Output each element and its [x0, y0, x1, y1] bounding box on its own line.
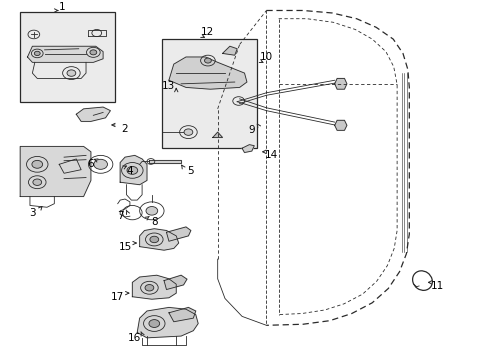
Text: 5: 5: [187, 166, 194, 176]
Text: 8: 8: [151, 217, 157, 226]
Circle shape: [67, 70, 76, 76]
Polygon shape: [140, 229, 178, 250]
Circle shape: [145, 284, 154, 291]
Circle shape: [150, 236, 158, 243]
Polygon shape: [27, 46, 103, 62]
Bar: [161, 39, 256, 148]
Text: 9: 9: [248, 125, 255, 135]
Circle shape: [204, 58, 211, 63]
Polygon shape: [334, 120, 346, 130]
Polygon shape: [222, 46, 237, 55]
Polygon shape: [334, 78, 346, 89]
Polygon shape: [163, 275, 186, 289]
Polygon shape: [149, 160, 181, 163]
Circle shape: [32, 161, 42, 168]
Text: 16: 16: [128, 333, 141, 343]
Polygon shape: [120, 156, 147, 185]
Polygon shape: [212, 132, 222, 138]
Polygon shape: [76, 107, 110, 121]
Polygon shape: [137, 307, 198, 338]
Text: 1: 1: [58, 2, 65, 12]
Polygon shape: [242, 145, 254, 153]
Text: 4: 4: [126, 166, 133, 176]
Text: 12: 12: [201, 27, 214, 37]
Circle shape: [94, 159, 107, 169]
Text: 15: 15: [118, 242, 131, 252]
Circle shape: [33, 179, 41, 185]
Circle shape: [183, 129, 192, 135]
Text: 7: 7: [117, 211, 123, 221]
Text: 14: 14: [264, 150, 277, 160]
Text: 10: 10: [259, 52, 272, 62]
Polygon shape: [166, 227, 190, 241]
Circle shape: [34, 51, 40, 55]
Text: 11: 11: [429, 281, 443, 291]
Polygon shape: [20, 147, 91, 197]
Circle shape: [149, 320, 159, 328]
Circle shape: [90, 50, 97, 55]
Text: 17: 17: [111, 292, 124, 302]
Polygon shape: [168, 57, 246, 89]
Text: 13: 13: [162, 81, 175, 91]
Bar: [20, 12, 115, 102]
Circle shape: [146, 207, 158, 215]
Text: 3: 3: [29, 208, 36, 218]
Circle shape: [127, 166, 138, 174]
Text: 2: 2: [122, 123, 128, 134]
Polygon shape: [132, 275, 176, 299]
Text: 6: 6: [87, 159, 94, 169]
Polygon shape: [168, 307, 195, 322]
